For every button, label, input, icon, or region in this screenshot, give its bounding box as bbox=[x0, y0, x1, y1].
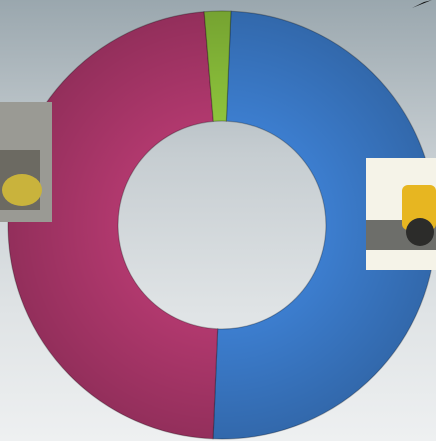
paver-image bbox=[366, 158, 436, 270]
sweeper-image bbox=[0, 102, 52, 222]
chart bbox=[0, 0, 436, 441]
